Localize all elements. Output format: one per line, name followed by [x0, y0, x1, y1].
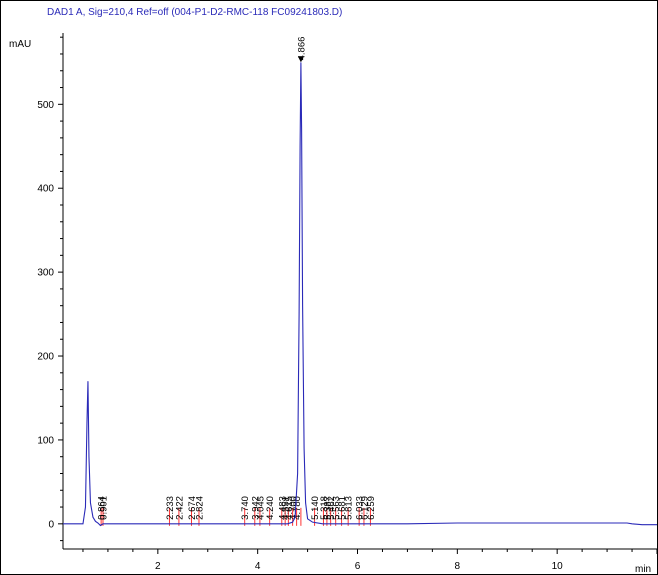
peak-label: 3.942 [250, 496, 261, 520]
peak-label: 4.866 [296, 37, 307, 61]
x-tick-label: 4 [255, 561, 261, 572]
x-axis-label: min [635, 564, 651, 574]
peak-label: 4.240 [265, 496, 276, 520]
peak-label: 5.813 [344, 496, 355, 520]
chart-title: DAD1 A, Sig=210,4 Ref=off (004-P1-D2-RMC… [47, 7, 342, 18]
peak-label: 6.129 [359, 496, 370, 520]
axes-group: 0 100 200 300 400 500 2 4 6 8 10 [37, 33, 657, 572]
peak-label: 6.033 [355, 496, 366, 520]
peak-label: 5.318 [319, 496, 330, 520]
peak-label: 2.422 [174, 496, 185, 520]
peak-label: 4.483 [277, 496, 288, 520]
peak-label: 0.864 [97, 496, 108, 520]
y-tick-label: 0 [48, 519, 54, 530]
x-tick-label: 10 [552, 561, 564, 572]
peak-label: 2.233 [165, 496, 176, 520]
peak-markers-group [100, 507, 371, 526]
peak-label: 5.563 [331, 496, 342, 520]
y-axis-label: mAU [9, 39, 31, 50]
peak-label: 2.824 [194, 496, 205, 520]
x-tick-label: 2 [155, 561, 161, 572]
peak-label: 2.674 [187, 496, 198, 520]
peak-label: 4.700 [288, 496, 299, 520]
peak-label: 5.462 [326, 496, 337, 520]
y-tick-label: 300 [37, 268, 54, 279]
peak-label: 4.615 [284, 496, 295, 520]
peak-label: 4.551 [281, 496, 292, 520]
peak-label: 0.901 [98, 496, 109, 520]
trace-group [63, 62, 657, 527]
x-tick-label: 8 [455, 561, 461, 572]
apex-arrow [297, 56, 304, 63]
y-tick-label: 500 [37, 100, 54, 111]
y-tick-label: 400 [37, 184, 54, 195]
peak-label: 5.387 [322, 496, 333, 520]
x-tick-label: 6 [355, 561, 361, 572]
peak-label: 6.259 [366, 496, 377, 520]
signal-trace [63, 62, 657, 527]
y-tick-label: 200 [37, 352, 54, 363]
peak-label: 5.681 [337, 496, 348, 520]
peak-label: 4.780 [292, 496, 303, 520]
peak-label: 3.740 [240, 496, 251, 520]
peak-label: 5.140 [310, 496, 321, 520]
y-tick-label: 100 [37, 435, 54, 446]
peak-label: 4.045 [255, 496, 266, 520]
